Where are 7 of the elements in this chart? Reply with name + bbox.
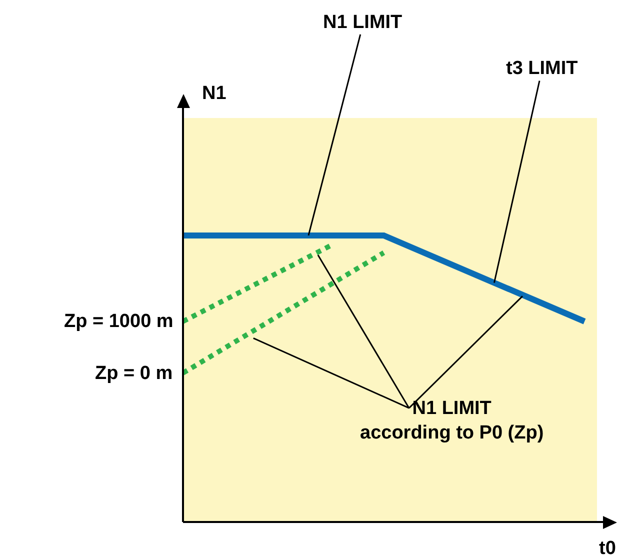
text: N1 LIMIT [323, 12, 403, 33]
annotation: N1 LIMIT according to P0 (Zp) [360, 398, 544, 444]
text: t0 [599, 538, 616, 559]
text: t3 LIMIT [506, 58, 578, 79]
text: N1 [202, 83, 227, 104]
series-label: Zp = 0 m [95, 363, 173, 384]
series-label: Zp = 1000 m [64, 311, 174, 332]
